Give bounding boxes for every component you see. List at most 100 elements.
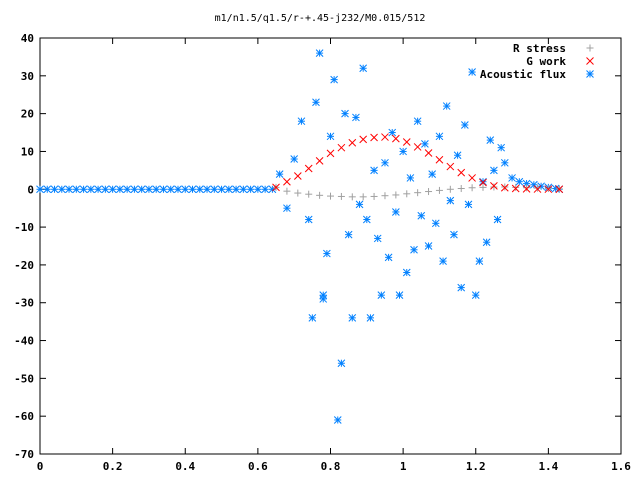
x-tick-label: 0 <box>37 460 44 473</box>
y-tick-label: -60 <box>14 410 34 423</box>
r-stress-point <box>370 192 378 200</box>
g-work-point <box>500 183 509 192</box>
y-tick-label: 10 <box>21 145 34 158</box>
g-work-point <box>283 177 291 186</box>
g-work-point <box>555 185 564 194</box>
acoustic-flux-point <box>395 291 404 300</box>
r-stress-point <box>435 186 443 194</box>
acoustic-flux-point <box>337 359 346 368</box>
y-tick-label: -40 <box>14 335 34 348</box>
acoustic-flux-point <box>159 185 168 194</box>
acoustic-flux-point <box>210 185 219 194</box>
acoustic-flux-point <box>246 185 255 194</box>
acoustic-flux-point <box>468 68 476 76</box>
acoustic-flux-point <box>261 185 269 194</box>
g-work-point <box>392 134 400 143</box>
acoustic-flux-point <box>123 185 132 194</box>
plot-frame <box>39 37 622 455</box>
g-work-point <box>479 178 487 187</box>
acoustic-flux-point <box>344 230 353 239</box>
r-stress-point <box>501 183 509 191</box>
acoustic-flux-point <box>362 215 371 224</box>
acoustic-flux-point <box>406 174 415 182</box>
acoustic-flux-point <box>312 98 320 107</box>
acoustic-flux-point <box>399 147 407 156</box>
acoustic-flux-point <box>137 185 146 194</box>
acoustic-flux-point <box>319 295 328 303</box>
acoustic-flux-point <box>410 245 418 254</box>
acoustic-flux-point <box>333 416 342 424</box>
acoustic-flux-point <box>86 185 95 194</box>
acoustic-flux-point <box>304 215 313 224</box>
legend-marker <box>586 70 594 78</box>
acoustic-flux-point <box>116 185 124 194</box>
acoustic-flux-point <box>402 268 411 277</box>
acoustic-flux-point <box>537 182 545 191</box>
acoustic-flux-point <box>65 185 73 194</box>
g-work-point <box>304 164 313 173</box>
acoustic-flux-point <box>101 185 110 194</box>
acoustic-flux-point <box>431 219 440 228</box>
acoustic-flux-point <box>366 314 375 322</box>
acoustic-flux-point <box>497 143 506 152</box>
r-stress-point <box>425 188 433 196</box>
r-stress-point <box>512 183 520 191</box>
acoustic-flux-point <box>500 158 509 167</box>
g-work-point <box>370 133 378 142</box>
g-work-point <box>359 135 368 144</box>
acoustic-flux-point <box>453 151 462 160</box>
acoustic-flux-point <box>323 249 331 258</box>
x-tick-label: 1.4 <box>538 460 558 473</box>
r-stress-point <box>414 189 422 197</box>
acoustic-flux-point <box>439 257 447 265</box>
acoustic-flux-point <box>435 132 444 141</box>
acoustic-flux-point <box>166 185 175 194</box>
acoustic-flux-point <box>341 109 349 118</box>
acoustic-flux-point <box>428 170 437 178</box>
y-tick-label: -50 <box>14 372 34 385</box>
y-tick-label: 40 <box>21 32 34 45</box>
acoustic-flux-point <box>413 117 422 126</box>
acoustic-flux-point <box>57 185 66 194</box>
legend-marker <box>586 44 594 52</box>
y-tick-label: -70 <box>14 448 34 461</box>
y-tick-label: 0 <box>27 183 34 196</box>
legend-label: R stress <box>513 42 566 55</box>
g-work-point <box>446 162 455 171</box>
acoustic-flux-point <box>181 185 190 194</box>
acoustic-flux-point <box>377 291 386 300</box>
acoustic-flux-point <box>450 230 458 239</box>
r-stress-point <box>533 184 541 192</box>
acoustic-flux-point <box>529 180 538 189</box>
acoustic-flux-point <box>232 185 240 194</box>
acoustic-flux-point <box>290 155 299 163</box>
g-work-point <box>315 157 324 165</box>
r-stress-point <box>457 185 465 193</box>
acoustic-flux-point <box>130 185 139 194</box>
acoustic-flux-point <box>275 170 284 178</box>
legend-label: G work <box>526 55 566 68</box>
g-work-point <box>272 183 280 192</box>
x-tick-label: 0.2 <box>103 460 123 473</box>
acoustic-flux-point <box>94 185 102 194</box>
acoustic-flux-point <box>355 200 364 209</box>
acoustic-flux-point <box>417 211 426 220</box>
chart-title: m1/n1.5/q1.5/r-+.45-j232/M0.015/512 <box>215 13 426 24</box>
acoustic-flux-point <box>424 242 433 250</box>
acoustic-flux-point <box>388 128 397 137</box>
acoustic-flux-point <box>195 185 204 194</box>
acoustic-flux-point <box>464 200 473 209</box>
g-work-point <box>381 133 389 141</box>
g-work-point <box>413 143 422 151</box>
g-work-point <box>490 182 498 190</box>
g-work-point <box>337 143 346 152</box>
data-points <box>36 49 564 424</box>
acoustic-flux-point <box>442 102 451 110</box>
g-work-point <box>424 149 433 157</box>
r-stress-point <box>348 193 356 201</box>
r-stress-point <box>283 187 291 195</box>
g-work-point <box>468 174 476 182</box>
acoustic-flux-point <box>475 257 484 265</box>
y-tick-label: -10 <box>14 221 34 234</box>
